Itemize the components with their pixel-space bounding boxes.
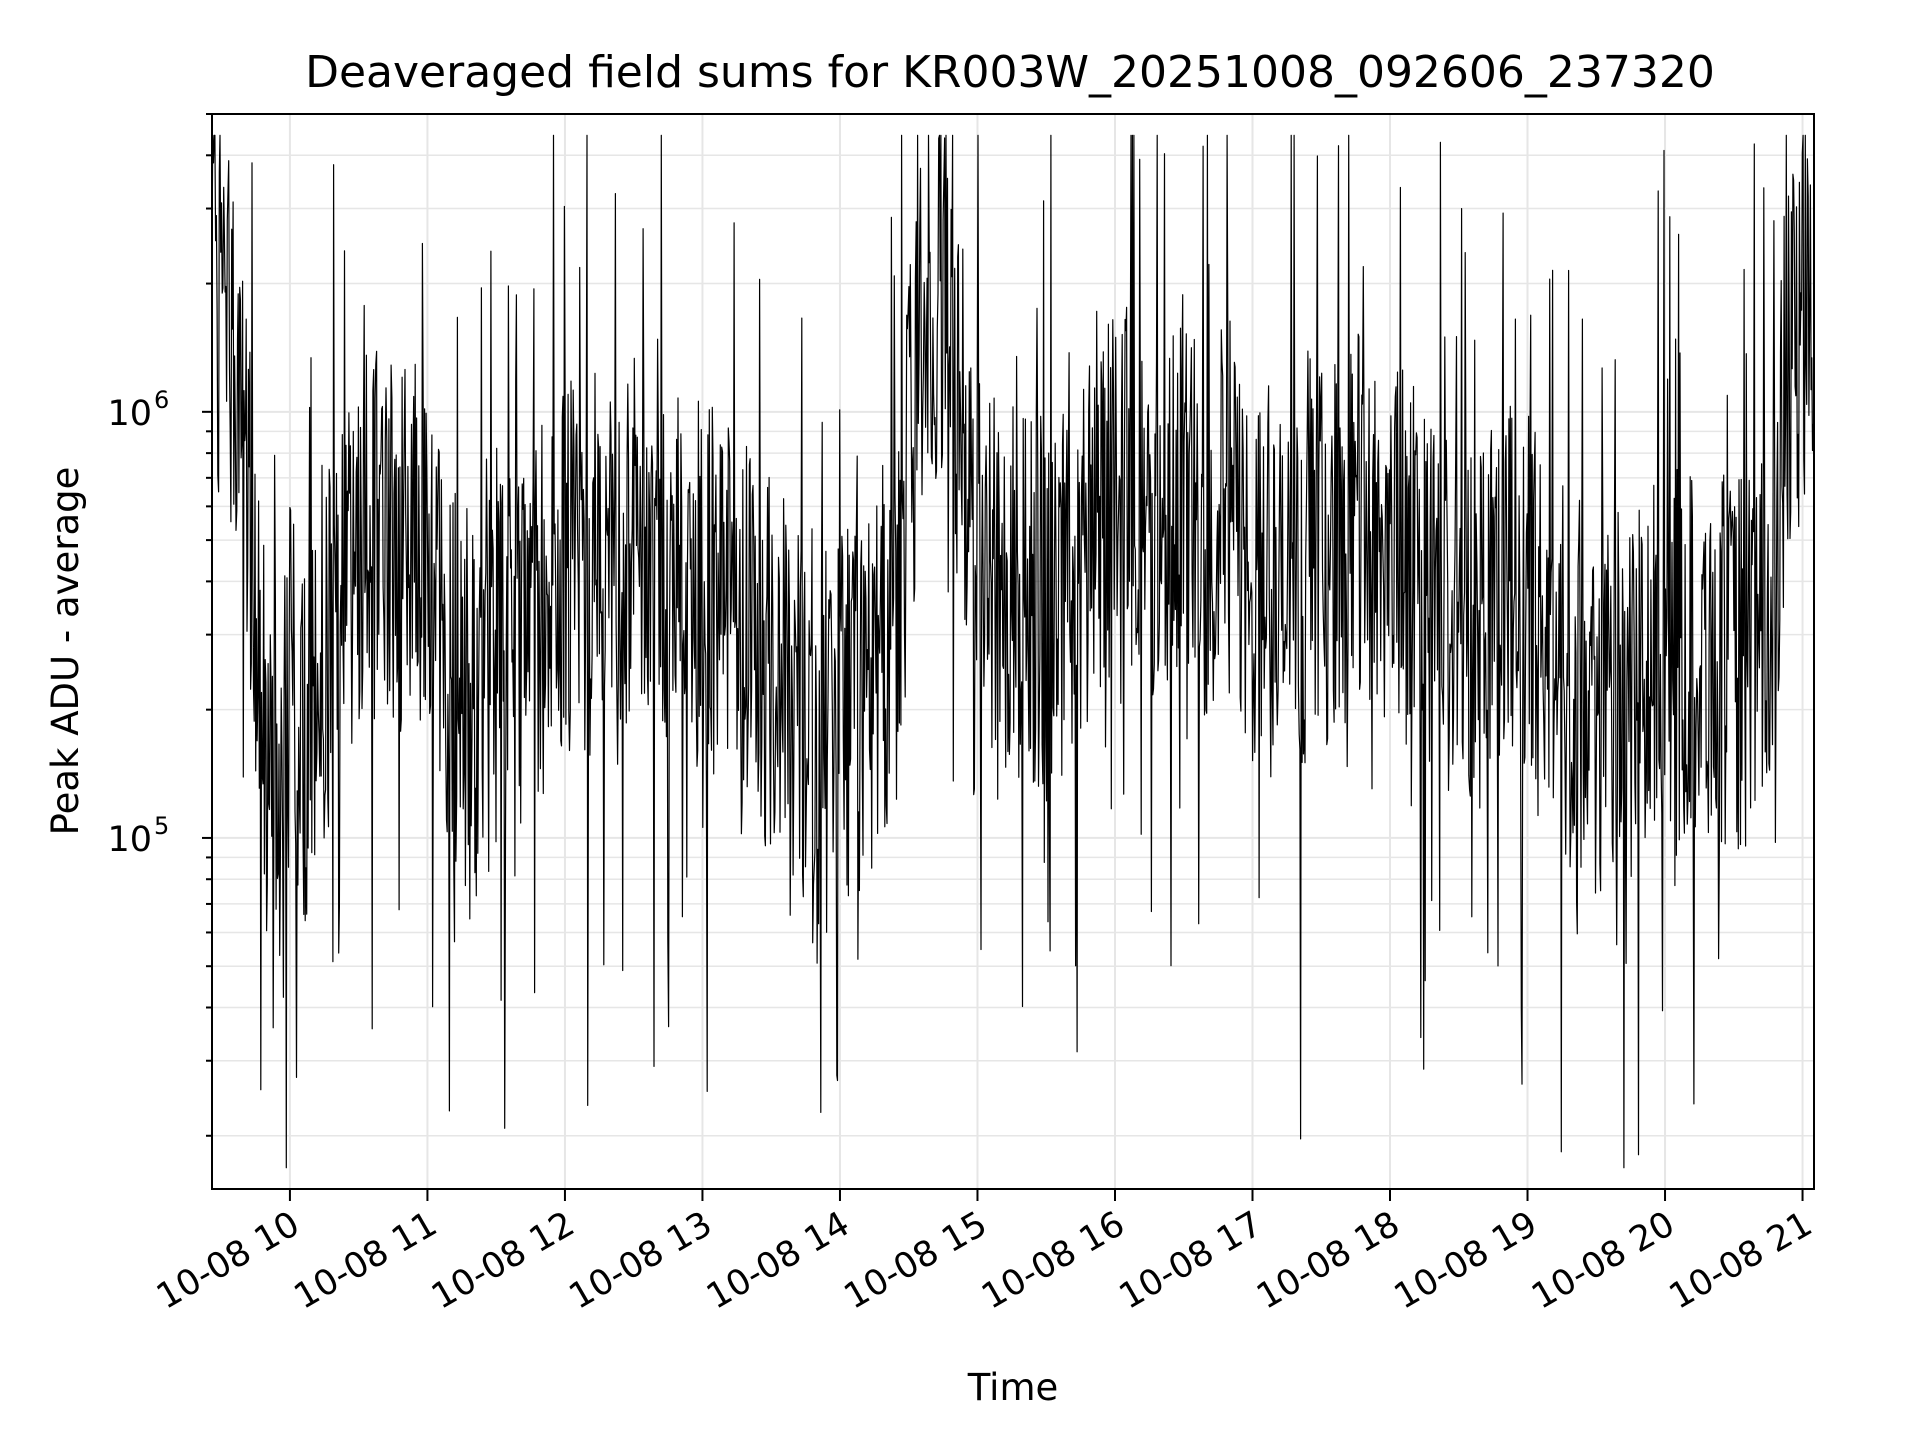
chart-title: Deaveraged field sums for KR003W_2025100… xyxy=(305,47,1715,98)
y-tick-label: 10 xyxy=(107,394,152,434)
y-tick-label: 10 xyxy=(107,820,152,860)
series-line xyxy=(211,134,1815,1169)
y-tick-exponent: 6 xyxy=(154,386,169,414)
x-axis-label: Time xyxy=(967,1366,1059,1409)
y-axis-label: Peak ADU - average xyxy=(44,467,87,836)
y-tick-exponent: 5 xyxy=(154,812,169,840)
plot-frame xyxy=(211,113,1815,1190)
